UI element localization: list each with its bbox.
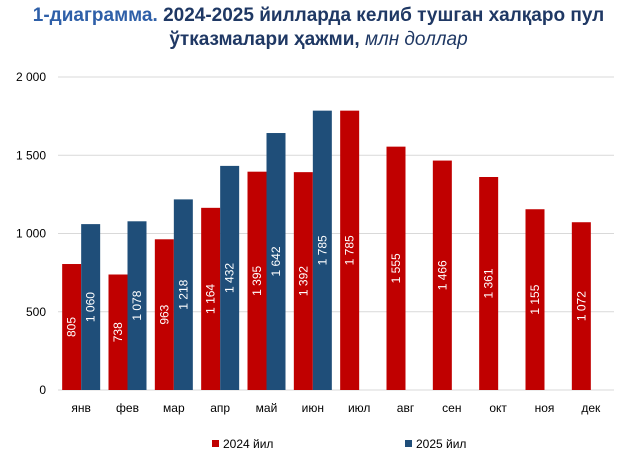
data-label: 1 785 <box>315 235 329 265</box>
data-label: 1 361 <box>482 268 496 298</box>
x-tick-label: окт <box>489 401 507 415</box>
legend-swatch-0 <box>212 440 219 447</box>
x-tick-label: фев <box>116 401 139 415</box>
bar-2024 <box>386 146 406 390</box>
data-label: 1 466 <box>435 260 449 290</box>
data-label: 963 <box>157 304 171 324</box>
bar-2024 <box>525 209 545 390</box>
legend-swatch-1 <box>405 440 412 447</box>
x-tick-label: ноя <box>535 401 555 415</box>
data-label: 1 078 <box>130 290 144 320</box>
bar-2025 <box>81 224 101 390</box>
x-tick-label: мар <box>163 401 185 415</box>
bar-2025 <box>312 110 332 391</box>
data-label: 1 218 <box>176 279 190 309</box>
legend-label: 2024 йил <box>223 437 273 451</box>
title-line1: 2024-2025 йилларда келиб тушган халқаро … <box>163 5 605 26</box>
bar-2024 <box>432 160 452 390</box>
bar-2024 <box>340 110 360 391</box>
x-tick-label: апр <box>210 401 230 415</box>
x-tick-label: сен <box>442 401 461 415</box>
bar-2024 <box>201 207 221 390</box>
x-tick-label: авг <box>397 401 415 415</box>
x-tick-label: июл <box>348 401 370 415</box>
data-label: 1 785 <box>343 235 357 265</box>
data-label: 1 072 <box>574 291 588 321</box>
x-tick-label: янв <box>71 401 91 415</box>
data-label: 1 392 <box>296 266 310 296</box>
data-label: 1 555 <box>389 253 403 283</box>
data-label: 1 642 <box>269 246 283 276</box>
bar-2024 <box>154 239 174 390</box>
x-tick-label: май <box>256 401 278 415</box>
bar-2025 <box>266 133 286 391</box>
y-tick-label: 0 <box>39 383 46 397</box>
y-tick-label: 500 <box>26 305 46 319</box>
data-label: 738 <box>111 322 125 342</box>
bar-2024 <box>293 172 313 390</box>
bar-2024 <box>108 274 128 390</box>
data-label: 1 164 <box>204 284 218 314</box>
legend-label: 2025 йил <box>416 437 466 451</box>
data-label: 1 395 <box>250 266 264 296</box>
data-label: 1 432 <box>223 263 237 293</box>
y-tick-label: 1 500 <box>16 148 46 162</box>
bar-2025 <box>220 165 240 390</box>
title-unit: млн доллар <box>364 29 468 50</box>
chart-number: 1-диаграмма. <box>32 5 158 26</box>
bar-2024 <box>479 177 499 390</box>
data-label: 1 060 <box>84 292 98 322</box>
x-tick-label: июн <box>302 401 324 415</box>
y-tick-label: 2 000 <box>16 70 46 84</box>
data-label: 805 <box>65 317 79 337</box>
bar-2025 <box>127 221 147 390</box>
x-tick-label: дек <box>581 401 601 415</box>
bar-2024 <box>247 171 267 390</box>
title-line2: ўтказмалари ҳажми, <box>169 29 360 50</box>
bar-2024 <box>571 222 591 390</box>
chart-title: 1-диаграмма. 2024-2025 йилларда келиб ту… <box>0 4 637 52</box>
bar-2025 <box>173 199 193 390</box>
bar-2024 <box>62 264 82 390</box>
y-tick-label: 1 000 <box>16 227 46 241</box>
data-label: 1 155 <box>528 284 542 314</box>
